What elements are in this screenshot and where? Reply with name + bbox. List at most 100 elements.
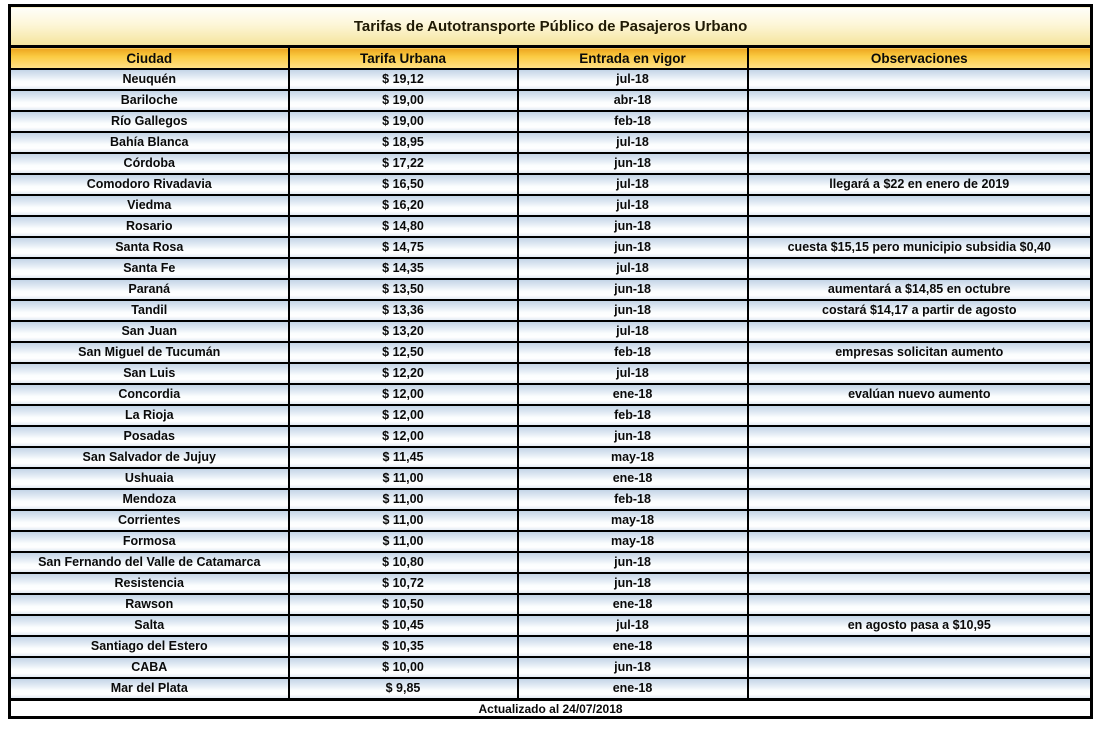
table-row: Santa Rosa $ 14,75 jun-18 cuesta $15,15 per… [8,236,1093,259]
table-row: Posadas $ 12,00 jun-18 [8,425,1093,448]
cell-fare: $ 12,00 [287,383,519,406]
cell-fare: $ 11,00 [287,530,519,553]
cell-city: San Salvador de Jujuy [8,446,290,469]
cell-city: Córdoba [8,152,290,175]
cell-observation [746,656,1093,679]
cell-effective-date: may-18 [516,530,749,553]
cell-city: Santa Fe [8,257,290,280]
cell-city: Santa Rosa [8,236,290,259]
cell-fare: $ 10,35 [287,635,519,658]
cell-fare: $ 10,50 [287,593,519,616]
cell-city: Rosario [8,215,290,238]
cell-effective-date: jul-18 [516,194,749,217]
cell-city: San Fernando del Valle de Catamarca [8,551,290,574]
cell-observation [746,635,1093,658]
cell-observation: evalúan nuevo aumento [746,383,1093,406]
cell-observation: en agosto pasa a $10,95 [746,614,1093,637]
cell-effective-date: ene-18 [516,467,749,490]
cell-city: CABA [8,656,290,679]
cell-observation [746,257,1093,280]
column-header-effective-date: Entrada en vigor [516,45,749,70]
column-header-observations: Observaciones [746,45,1093,70]
cell-observation [746,215,1093,238]
cell-observation [746,404,1093,427]
table-row: Neuquén $ 19,12 jul-18 [8,68,1093,91]
cell-effective-date: ene-18 [516,677,749,701]
cell-observation: costará $14,17 a partir de agosto [746,299,1093,322]
cell-fare: $ 19,00 [287,89,519,112]
cell-fare: $ 10,00 [287,656,519,679]
cell-observation [746,446,1093,469]
cell-fare: $ 10,80 [287,551,519,574]
fares-table: Tarifas de Autotransporte Público de Pas… [8,4,1094,719]
table-row: Santiago del Estero $ 10,35 ene-18 [8,635,1093,658]
cell-city: Resistencia [8,572,290,595]
table-row: Mar del Plata $ 9,85 ene-18 [8,677,1093,701]
cell-observation [746,425,1093,448]
cell-fare: $ 11,00 [287,488,519,511]
cell-city: Comodoro Rivadavia [8,173,290,196]
footer-row: Actualizado al 24/07/2018 [8,698,1093,719]
cell-fare: $ 13,36 [287,299,519,322]
cell-city: Neuquén [8,68,290,91]
cell-observation [746,572,1093,595]
table-row: Concordia $ 12,00 ene-18 evalúan nuevo aume… [8,383,1093,406]
table-row: Paraná $ 13,50 jun-18 aumentará a $14,85 en… [8,278,1093,301]
table-row: San Juan $ 13,20 jul-18 [8,320,1093,343]
fares-sheet: Tarifas de Autotransporte Público de Pas… [8,4,1094,719]
table-row: Córdoba $ 17,22 jun-18 [8,152,1093,175]
cell-observation: cuesta $15,15 pero municipio subsidia $0… [746,236,1093,259]
cell-observation [746,530,1093,553]
cell-fare: $ 13,50 [287,278,519,301]
cell-city: Paraná [8,278,290,301]
cell-observation [746,110,1093,133]
cell-fare: $ 18,95 [287,131,519,154]
cell-effective-date: jul-18 [516,320,749,343]
table-row: Salta $ 10,45 jul-18 en agosto pasa a $10,9… [8,614,1093,637]
cell-fare: $ 11,00 [287,509,519,532]
cell-fare: $ 10,45 [287,614,519,637]
cell-city: Río Gallegos [8,110,290,133]
table-row: Formosa $ 11,00 may-18 [8,530,1093,553]
cell-fare: $ 19,12 [287,68,519,91]
cell-observation [746,362,1093,385]
cell-effective-date: abr-18 [516,89,749,112]
cell-observation [746,152,1093,175]
cell-observation [746,677,1093,701]
cell-effective-date: jun-18 [516,656,749,679]
cell-city: Bariloche [8,89,290,112]
cell-city: La Rioja [8,404,290,427]
cell-effective-date: ene-18 [516,635,749,658]
cell-effective-date: ene-18 [516,593,749,616]
table-row: San Luis $ 12,20 jul-18 [8,362,1093,385]
cell-effective-date: feb-18 [516,110,749,133]
cell-fare: $ 12,00 [287,425,519,448]
cell-observation: llegará a $22 en enero de 2019 [746,173,1093,196]
column-header-fare: Tarifa Urbana [287,45,519,70]
cell-city: Ushuaia [8,467,290,490]
cell-fare: $ 19,00 [287,110,519,133]
cell-city: Formosa [8,530,290,553]
cell-observation [746,488,1093,511]
cell-fare: $ 11,00 [287,467,519,490]
cell-observation [746,509,1093,532]
table-row: San Salvador de Jujuy $ 11,45 may-18 [8,446,1093,469]
cell-effective-date: jun-18 [516,551,749,574]
table-row: Ushuaia $ 11,00 ene-18 [8,467,1093,490]
cell-fare: $ 12,50 [287,341,519,364]
table-row: San Miguel de Tucumán $ 12,50 feb-18 empres… [8,341,1093,364]
cell-effective-date: jun-18 [516,425,749,448]
cell-observation: aumentará a $14,85 en octubre [746,278,1093,301]
cell-city: Mendoza [8,488,290,511]
cell-observation [746,89,1093,112]
cell-fare: $ 12,20 [287,362,519,385]
cell-observation [746,320,1093,343]
cell-effective-date: jul-18 [516,131,749,154]
table-row: Rawson $ 10,50 ene-18 [8,593,1093,616]
title-row: Tarifas de Autotransporte Público de Pas… [8,4,1093,48]
cell-city: Mar del Plata [8,677,290,701]
table-row: Bahía Blanca $ 18,95 jul-18 [8,131,1093,154]
table-row: San Fernando del Valle de Catamarca $ 10,… [8,551,1093,574]
cell-effective-date: jun-18 [516,572,749,595]
cell-observation [746,593,1093,616]
